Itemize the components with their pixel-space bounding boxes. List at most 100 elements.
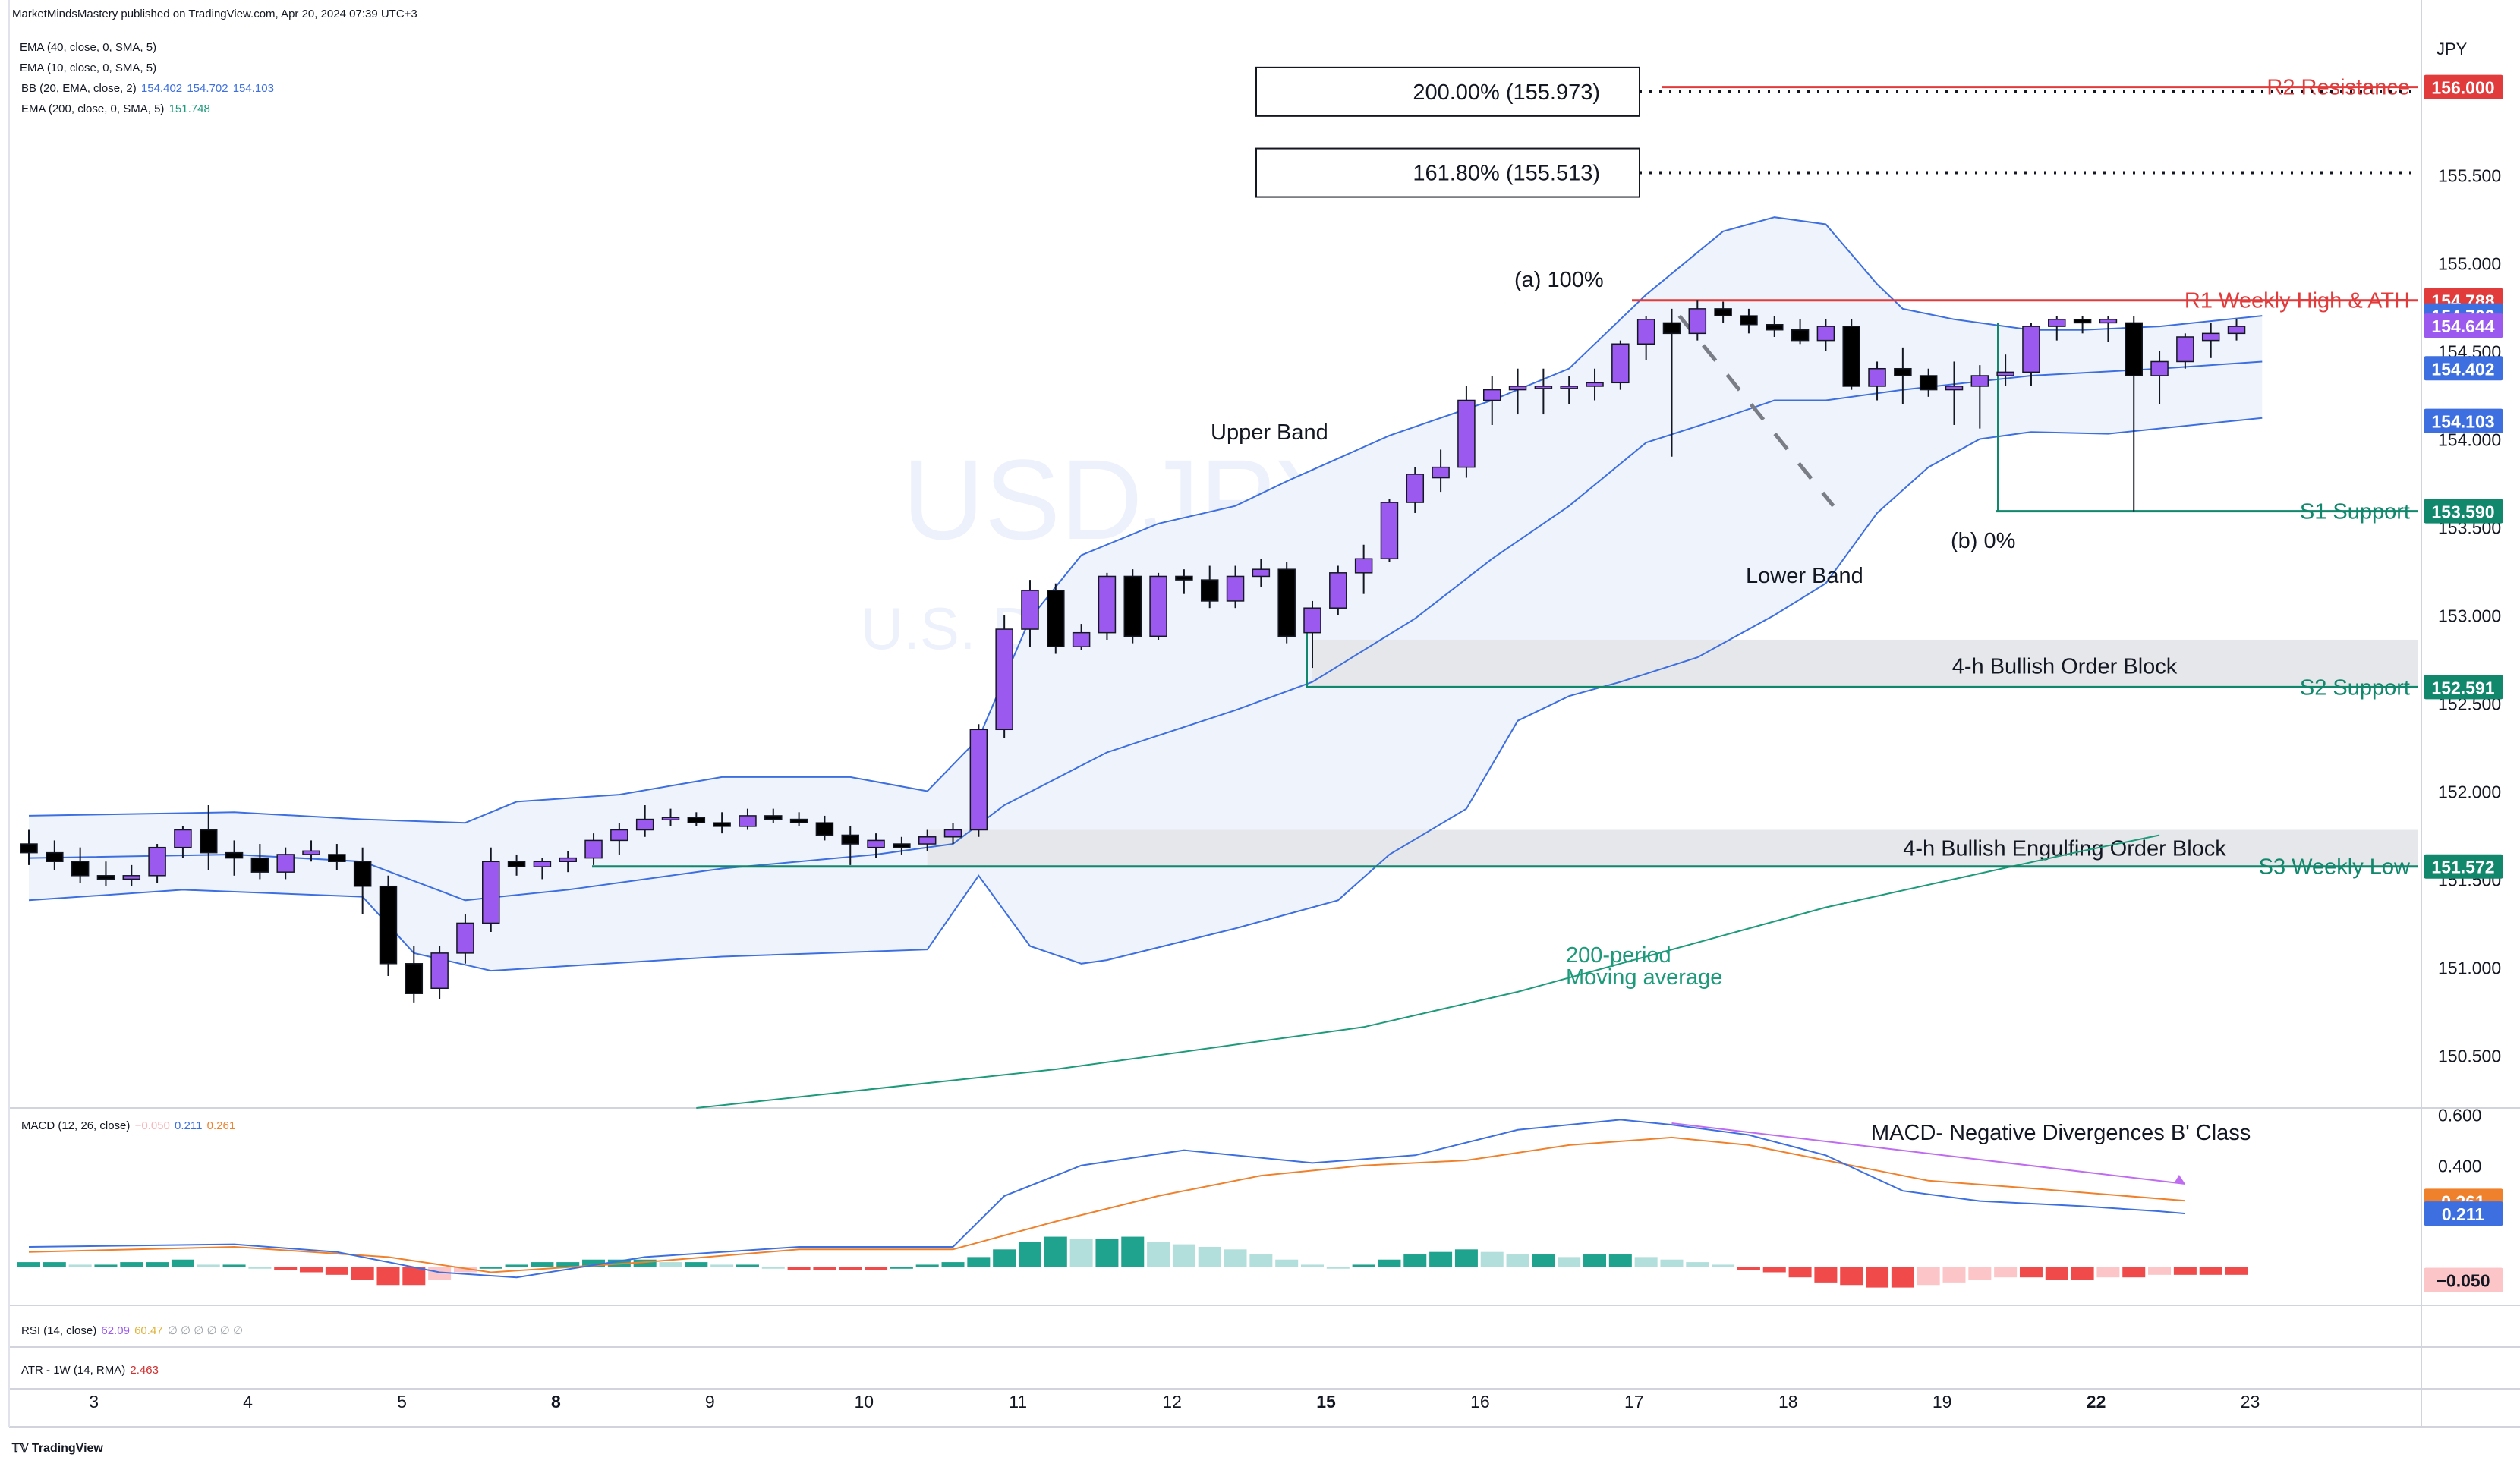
candle-body — [2099, 319, 2118, 324]
currency-label: JPY — [2437, 39, 2468, 58]
fib-b-annotation: (b) 0% — [1951, 529, 2015, 553]
ema200-legend[interactable]: EMA (200, close, 0, SMA, 5) 151.748 — [20, 102, 210, 115]
candle-body — [1894, 367, 1912, 376]
macd-histogram-bar — [1147, 1242, 1170, 1267]
date-axis-tick: 3 — [89, 1392, 99, 1412]
atr-legend[interactable]: ATR - 1W (14, RMA) 2.463 — [20, 1364, 159, 1377]
candle-body — [789, 818, 808, 823]
ema40-label[interactable]: EMA (40, close, 0, SMA, 5) — [20, 41, 157, 54]
macd-histogram-bar — [68, 1264, 92, 1267]
macd-histogram-bar — [1403, 1254, 1427, 1267]
candle-body — [1766, 323, 1784, 331]
date-axis-tick: 18 — [1778, 1392, 1798, 1412]
s1-price-tag-bg — [2424, 499, 2503, 524]
rsi-legend[interactable]: RSI (14, close) 62.09 60.47 ∅ ∅ ∅ ∅ ∅ ∅ — [20, 1324, 243, 1337]
candle-body — [1919, 375, 1938, 391]
candle-body — [174, 829, 192, 848]
macd-histogram-bar — [505, 1264, 528, 1267]
ema10-label[interactable]: EMA (10, close, 0, SMA, 5) — [20, 61, 157, 74]
divergence-arrow — [1671, 1122, 2185, 1185]
date-axis-tick: 22 — [2087, 1392, 2106, 1412]
macd-histogram-bar — [1352, 1264, 1375, 1267]
macd-histogram-bar — [1326, 1267, 1350, 1269]
candle-body — [764, 815, 783, 820]
candle-body — [1791, 329, 1810, 342]
date-axis-tick: 12 — [1162, 1392, 1182, 1412]
candle-body — [1329, 572, 1347, 609]
price-axis-tick: 155.000 — [2438, 254, 2501, 274]
macd-histogram-bar — [197, 1264, 220, 1267]
macd-histogram-bar — [1378, 1259, 1401, 1267]
publisher-header: MarketMindsMastery published on TradingV… — [12, 8, 417, 20]
candle-body — [276, 854, 295, 873]
s2-support-label: S2 Support — [2300, 675, 2410, 700]
tradingview-brand[interactable]: 𝕋𝕍 TradingView — [12, 1441, 103, 1456]
order-block-zone — [927, 829, 2418, 867]
macd-histogram-bar — [1532, 1254, 1555, 1267]
date-axis-tick: 17 — [1624, 1392, 1644, 1412]
s3-support-label: S3 Weekly Low — [2259, 855, 2411, 880]
candle-body — [1636, 319, 1655, 345]
fib-level-box — [1255, 66, 1640, 117]
macd-histogram-bar — [1506, 1254, 1529, 1267]
macd-histogram-bar — [1275, 1259, 1299, 1267]
candle-body — [2125, 322, 2143, 376]
macd-histogram-bar — [1301, 1264, 1324, 1267]
candle-body — [46, 851, 64, 862]
macd-histogram-bar — [1608, 1254, 1632, 1267]
macd-legend[interactable]: MACD (12, 26, close) −0.050 0.211 0.261 — [20, 1119, 235, 1132]
order-block-zone — [1312, 639, 2418, 688]
macd-histogram-bar — [531, 1262, 554, 1267]
current-price-tag-bg — [2424, 356, 2503, 381]
lower-band-annotation: Lower Band — [1746, 564, 1863, 588]
candle-body — [20, 843, 38, 854]
candle-body — [1303, 607, 1321, 634]
candle-body — [584, 839, 603, 859]
s2-price-tag-bg — [2424, 675, 2503, 700]
upper-band-annotation: Upper Band — [1211, 420, 1328, 445]
macd-histogram-bar — [1994, 1267, 2018, 1278]
bb-lower-value: 154.103 — [232, 82, 274, 95]
date-axis-tick: 11 — [1009, 1392, 1027, 1412]
candle-body — [482, 861, 500, 924]
macd-histogram-bar — [1686, 1262, 1709, 1267]
order-block-label: 4-h Bullish Order Block — [1952, 654, 2178, 678]
candle-body — [1021, 590, 1039, 630]
middle-band-line — [28, 360, 2263, 902]
macd-histogram-bar — [839, 1267, 862, 1270]
candle-body — [1586, 382, 1604, 387]
macd-value-tag-bg — [2424, 1201, 2503, 1226]
r2-resistance-label: R2 Resistance — [2266, 76, 2410, 100]
candle-body — [2150, 360, 2169, 376]
macd-histogram-bar — [402, 1267, 426, 1286]
macd-histogram-bar — [428, 1267, 452, 1280]
candle-body — [1662, 322, 1681, 335]
price-axis-tick: 150.500 — [2438, 1046, 2501, 1066]
macd-histogram-bar — [1044, 1236, 1067, 1267]
bb-legend[interactable]: BB (20, EMA, close, 2) 154.402 154.702 1… — [20, 82, 274, 95]
bb-basis-value: 154.402 — [140, 82, 183, 95]
macd-histogram-bar — [1840, 1267, 1863, 1286]
s2-price-tag: 152.591 — [2431, 678, 2494, 697]
macd-histogram-bar — [248, 1267, 272, 1269]
macd-histogram-bar — [1788, 1267, 1812, 1278]
macd-histogram-bar — [1249, 1254, 1273, 1267]
macd-value-tag-bg — [2424, 1267, 2503, 1292]
candle-body — [2048, 319, 2066, 327]
candle-body — [867, 839, 885, 848]
candle-body — [1740, 315, 1758, 326]
candle-body — [610, 829, 628, 842]
macd-histogram-bar — [1634, 1257, 1658, 1267]
macd-line-value: 0.211 — [175, 1119, 203, 1132]
s3-price-tag: 151.572 — [2431, 858, 2494, 877]
rsi-label: RSI (14, close) — [21, 1324, 97, 1337]
candle-body — [96, 875, 115, 880]
candle-body — [1098, 575, 1117, 634]
tradingview-logo-icon: 𝕋𝕍 — [12, 1442, 29, 1455]
candle-body — [2201, 332, 2220, 342]
fib-trend-dashed-line — [1677, 314, 1835, 508]
candle-body — [1560, 386, 1578, 389]
date-axis-tick: 4 — [243, 1392, 253, 1412]
candle-body — [1226, 575, 1245, 602]
